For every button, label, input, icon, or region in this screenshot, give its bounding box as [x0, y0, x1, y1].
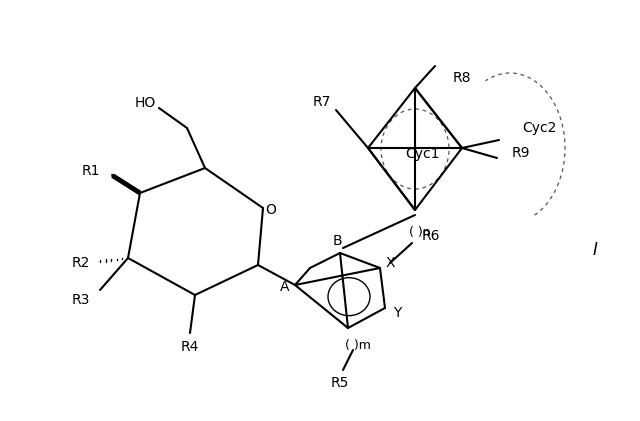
Text: O: O [266, 203, 276, 217]
Text: HO: HO [134, 96, 156, 110]
Text: ( )m: ( )m [345, 339, 371, 352]
Text: R9: R9 [512, 146, 531, 160]
Text: R1: R1 [81, 164, 100, 178]
Text: R2: R2 [72, 256, 90, 270]
Text: R3: R3 [72, 293, 90, 307]
Text: R6: R6 [422, 229, 440, 243]
Text: X: X [385, 256, 395, 270]
Text: Y: Y [393, 306, 401, 320]
Text: I: I [593, 241, 597, 259]
Text: Cyc2: Cyc2 [522, 121, 556, 135]
Text: ( )n: ( )n [409, 226, 431, 239]
Text: B: B [332, 234, 342, 248]
Text: R5: R5 [331, 376, 349, 390]
Text: R4: R4 [181, 340, 199, 354]
Text: Cyc1: Cyc1 [406, 147, 440, 161]
Text: R7: R7 [312, 95, 331, 109]
Text: A: A [280, 280, 290, 294]
Text: R8: R8 [453, 71, 472, 85]
